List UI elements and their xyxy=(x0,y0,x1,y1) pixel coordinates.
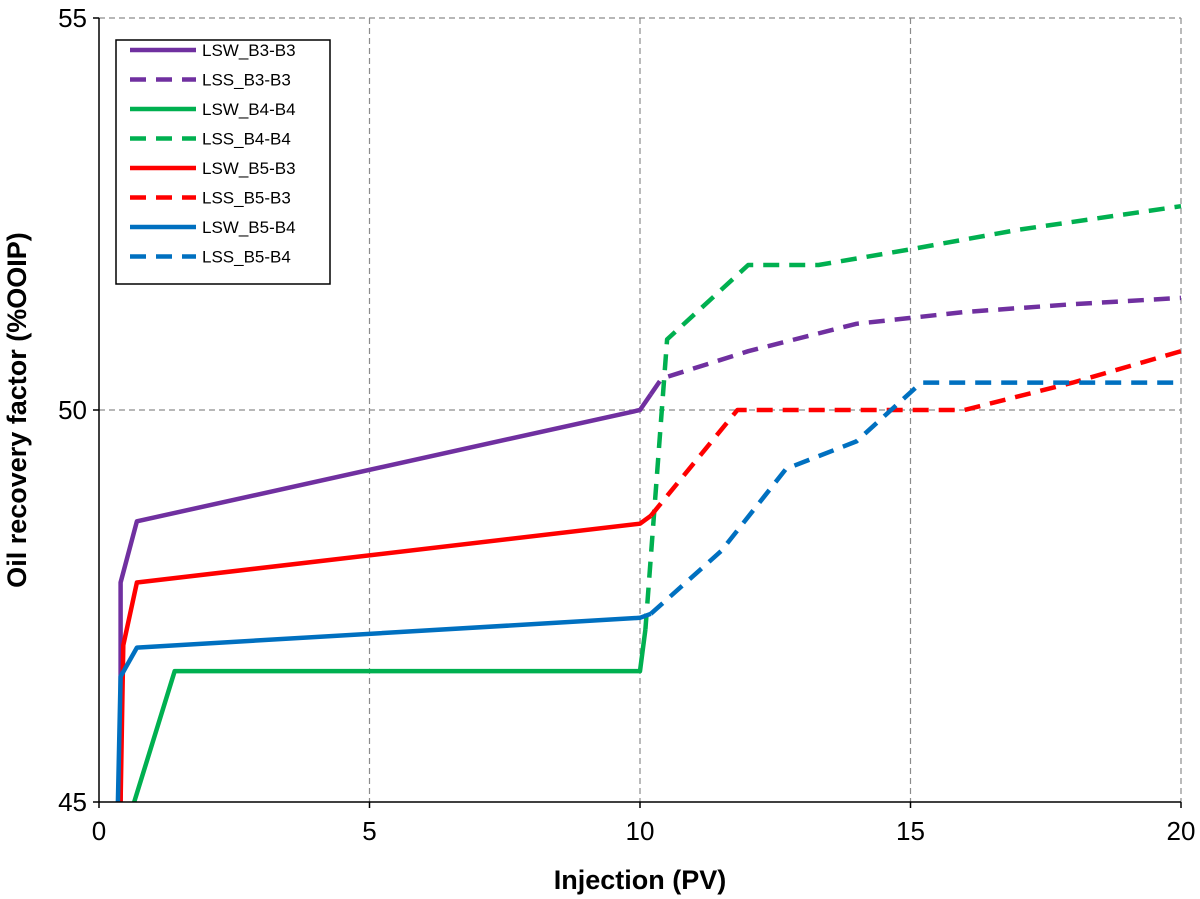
legend-label: LSS_B5-B4 xyxy=(202,248,291,267)
y-tick-label: 45 xyxy=(58,787,87,817)
x-axis-title: Injection (PV) xyxy=(554,865,727,895)
series-line-lsw-b4-b4 xyxy=(132,629,648,803)
legend-box xyxy=(115,39,331,285)
x-tick-label: 20 xyxy=(1167,816,1196,846)
x-tick-label: 5 xyxy=(362,816,376,846)
series-line-lsw-b3-b3 xyxy=(118,393,653,802)
series-line-lsw-b5-b3 xyxy=(118,513,653,803)
x-tick-label: 15 xyxy=(896,816,925,846)
legend-label: LSS_B4-B4 xyxy=(202,130,291,149)
legend-label: LSW_B5-B4 xyxy=(202,218,296,237)
legend-label: LSW_B5-B3 xyxy=(202,159,296,178)
legend-label: LSS_B3-B3 xyxy=(202,71,291,90)
series-line-lss-b5-b4 xyxy=(649,380,1181,616)
legend: LSW_B3-B3 LSS_B3-B3 LSW_B4-B4 LSS_B4-B4 LSW_… xyxy=(115,39,331,285)
series-line-lss-b4-b4 xyxy=(643,203,1182,630)
x-tick-label: 0 xyxy=(92,816,106,846)
series-line-lss-b3-b3 xyxy=(648,295,1182,396)
y-axis-title: Oil recovery factor (%OOIP) xyxy=(2,232,32,588)
series-lines xyxy=(115,203,1182,803)
legend-label: LSS_B5-B3 xyxy=(202,189,291,208)
legend-label: LSW_B4-B4 xyxy=(202,100,296,119)
y-tick-label: 55 xyxy=(58,3,87,33)
series-line-lss-b5-b3 xyxy=(649,349,1182,518)
series-line-lsw-b5-b4 xyxy=(115,611,652,803)
x-tick-label: 10 xyxy=(626,816,655,846)
y-tick-label: 50 xyxy=(58,395,87,425)
tick-labels: 0 5 10 15 20 45 50 55 xyxy=(58,3,1195,846)
legend-label: LSW_B3-B3 xyxy=(202,41,296,60)
